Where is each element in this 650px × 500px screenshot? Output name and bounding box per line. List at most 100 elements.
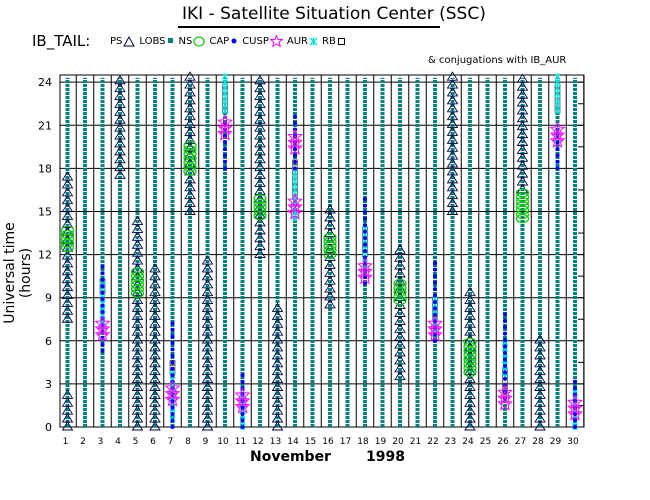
ps-marker <box>446 197 459 208</box>
cusp-marker <box>234 387 251 403</box>
ps-marker <box>149 310 161 320</box>
ps-marker <box>61 171 74 181</box>
cap-marker <box>363 242 367 247</box>
legend-item-aur: AUR <box>287 36 318 47</box>
legend-item-ps: PS <box>110 35 136 47</box>
cap-marker <box>170 360 175 365</box>
ns-marker <box>463 363 477 373</box>
cusp-marker <box>357 263 373 279</box>
ps-marker <box>271 405 284 415</box>
cusp-marker <box>549 132 566 148</box>
cap-marker <box>100 264 105 269</box>
ns-marker <box>60 229 75 240</box>
ns-marker <box>393 291 407 301</box>
ps-marker <box>201 342 214 352</box>
ns-marker <box>183 140 197 150</box>
ps-marker <box>61 273 74 284</box>
x-tick-label: 17 <box>340 437 351 447</box>
ps-marker <box>464 421 476 431</box>
cap-marker <box>503 363 507 368</box>
ps-marker <box>149 365 161 376</box>
cap-marker <box>240 405 245 410</box>
y-tick-label: 0 <box>45 421 52 434</box>
cap-marker <box>223 153 227 158</box>
cap-marker <box>503 357 507 362</box>
ps-marker <box>114 138 126 148</box>
cap-marker <box>503 318 507 323</box>
ps-marker <box>61 389 74 399</box>
cap-marker <box>573 425 577 429</box>
cap-marker <box>363 236 367 241</box>
aur-marker <box>554 73 561 80</box>
legend: PS LOBS NS CAP CUSP AUR RB <box>110 35 349 47</box>
cap-marker <box>170 321 175 326</box>
ps-marker <box>61 281 74 292</box>
cap-marker <box>100 290 105 295</box>
ps-marker <box>201 405 214 415</box>
ps-marker <box>254 74 266 85</box>
ps-marker <box>61 186 74 197</box>
x-tick-label: 12 <box>252 437 263 447</box>
ns-marker <box>183 145 197 155</box>
ps-marker <box>516 176 529 186</box>
cusp-marker <box>94 321 111 337</box>
ns-marker <box>393 278 407 288</box>
ps-marker <box>131 334 144 344</box>
ns-marker <box>130 284 145 294</box>
ps-marker <box>534 421 546 431</box>
lobs-series <box>65 77 577 427</box>
cusp-marker <box>217 125 233 141</box>
cap-marker <box>433 300 437 305</box>
ps-marker <box>271 413 284 423</box>
ns-marker <box>463 346 477 356</box>
cusp-marker <box>549 127 566 143</box>
legend-item-cap: CAP <box>209 36 238 47</box>
cap-marker <box>170 405 175 410</box>
ps-marker <box>131 231 144 241</box>
ps-marker <box>114 146 126 156</box>
ps-marker <box>61 413 74 423</box>
ps-marker <box>61 250 74 260</box>
ps-marker <box>446 71 459 81</box>
x-tick-label: 24 <box>462 437 474 447</box>
ns-marker <box>515 196 530 207</box>
ps-marker <box>131 373 144 384</box>
ns-marker <box>183 149 197 159</box>
cusp-marker <box>287 140 303 155</box>
ns-marker <box>463 341 477 352</box>
cap-marker <box>433 287 437 292</box>
ps-marker <box>131 326 144 336</box>
cap-marker <box>433 261 437 266</box>
ps-marker <box>149 318 161 328</box>
ns-marker <box>183 153 197 163</box>
ps-marker <box>534 342 546 352</box>
cap-marker <box>433 280 437 285</box>
ps-marker <box>446 118 459 129</box>
x-tick-label: 20 <box>392 437 404 447</box>
ps-marker <box>114 82 126 93</box>
cap-marker <box>363 281 367 286</box>
ps-marker <box>184 102 196 113</box>
cap-marker <box>503 325 507 330</box>
ps-marker <box>114 106 126 116</box>
cusp-marker <box>427 321 443 337</box>
ps-marker <box>131 286 144 297</box>
y-tick-label: 9 <box>45 292 52 305</box>
legend-item-ns: NS <box>179 36 206 47</box>
cusp-marker <box>287 198 303 214</box>
cap-marker <box>100 277 105 282</box>
cap-marker <box>555 153 560 158</box>
ps-marker <box>61 218 74 228</box>
x-tick-label: 14 <box>287 437 299 447</box>
ps-marker <box>254 146 266 156</box>
ps-marker <box>324 251 336 261</box>
cusp-marker <box>164 385 181 401</box>
cap-marker <box>223 134 227 139</box>
legend-item-cusp: CUSP <box>242 35 283 47</box>
aur-marker <box>222 96 228 103</box>
ps-marker <box>464 318 476 328</box>
ns-marker <box>60 225 75 235</box>
ps-marker <box>184 126 196 136</box>
cap-marker <box>170 373 175 378</box>
ps-series <box>61 71 546 431</box>
